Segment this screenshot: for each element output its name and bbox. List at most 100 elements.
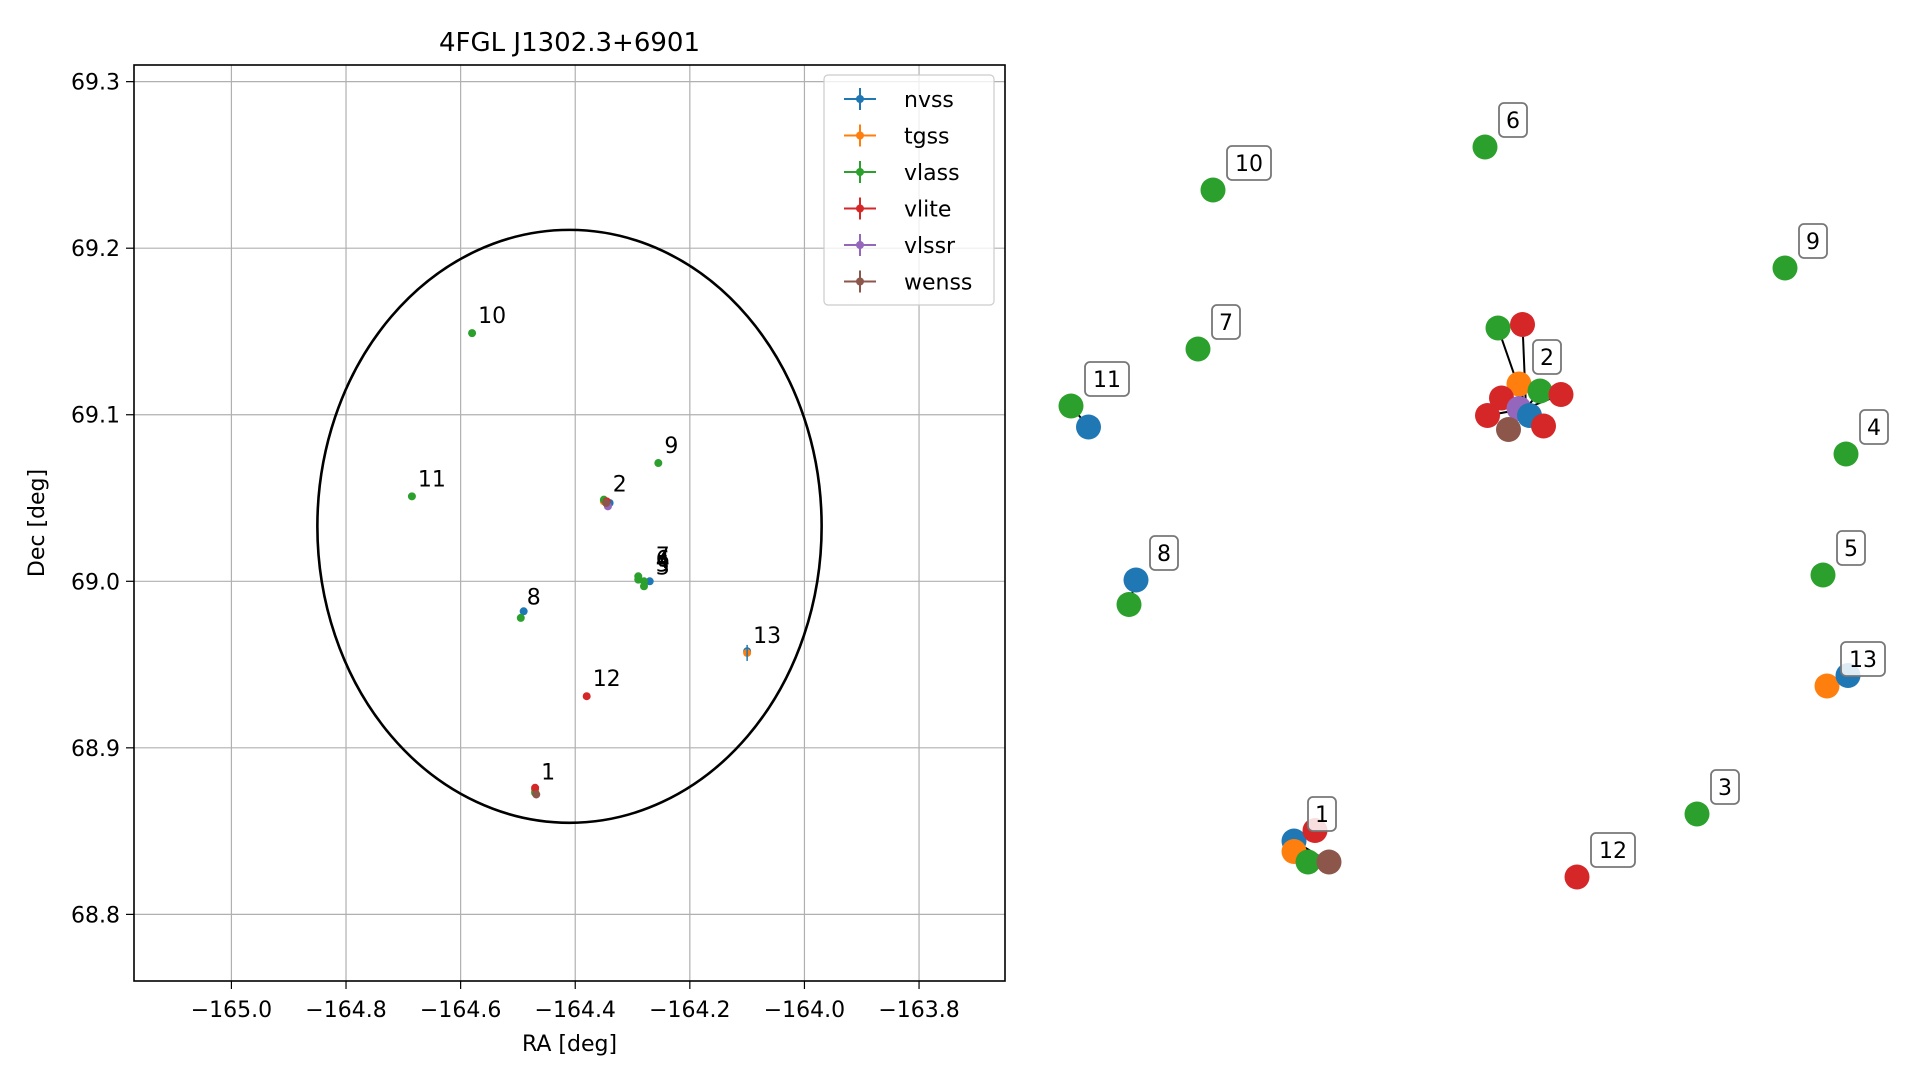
- node-vlass: [1058, 393, 1084, 419]
- point-vlite: [531, 783, 540, 792]
- y-tick-label: 69.1: [71, 404, 120, 429]
- node-vlass: [1772, 255, 1798, 281]
- legend: nvss tgss vlass vlite vlssr wenss: [823, 74, 995, 306]
- y-tick-label: 68.8: [71, 903, 120, 928]
- source-label: 11: [418, 467, 446, 492]
- cluster-13: 13: [1814, 641, 1886, 699]
- y-tick-label: 69.2: [71, 237, 120, 262]
- localization-ellipse: [316, 228, 823, 825]
- legend-label: tgss: [904, 125, 950, 150]
- legend-item-wenss: wenss: [844, 270, 972, 296]
- node-vlite: [1531, 413, 1556, 439]
- cluster-label: 3: [1718, 776, 1732, 801]
- point-wenss: [532, 790, 541, 799]
- cluster-label: 6: [1506, 109, 1520, 134]
- source-label: 12: [593, 667, 621, 692]
- source-label: 10: [478, 304, 506, 329]
- node-vlass: [1185, 336, 1211, 362]
- legend-box: [823, 74, 995, 306]
- node-tgss: [1506, 371, 1532, 397]
- point-vlass: [407, 492, 416, 501]
- cluster-6: 6: [1472, 102, 1528, 160]
- cluster-label-box: [1498, 102, 1528, 138]
- node-vlass: [1833, 441, 1859, 467]
- cluster-label-box: [1590, 832, 1636, 868]
- point-vlass: [468, 329, 477, 338]
- cluster-label-box: [1307, 796, 1337, 832]
- cluster-label: 2: [1540, 346, 1554, 371]
- legend-marker: [856, 241, 864, 249]
- legend-label: vlite: [904, 198, 951, 223]
- source-label: 3: [656, 556, 670, 581]
- cluster-label-box: [1084, 361, 1130, 397]
- cluster-12: 12: [1564, 832, 1636, 890]
- x-tick-label: −164.2: [649, 998, 730, 1023]
- legend-marker: [856, 131, 864, 140]
- legend-item-tgss: tgss: [844, 124, 950, 150]
- legend-marker: [856, 277, 864, 286]
- data-points: [407, 329, 752, 799]
- node-vlass: [1295, 849, 1321, 875]
- source-label: 1: [541, 760, 555, 785]
- x-tick-label: −164.0: [764, 998, 845, 1023]
- cluster-7: 7: [1185, 304, 1241, 362]
- point-vlass: [516, 613, 525, 622]
- source-label: 9: [664, 434, 678, 459]
- cluster-label: 5: [1844, 537, 1858, 562]
- cluster-9: 9: [1772, 223, 1828, 281]
- x-tick-label: −163.8: [878, 998, 959, 1023]
- cluster-label: 4: [1867, 416, 1881, 441]
- node-vlass: [1200, 177, 1226, 203]
- node-vlite: [1510, 312, 1535, 337]
- point-nvss: [645, 577, 654, 586]
- cluster-label: 11: [1093, 368, 1121, 393]
- node-vlass: [1472, 134, 1498, 160]
- cluster-label: 12: [1599, 839, 1627, 864]
- cluster-2: 2: [1475, 312, 1574, 442]
- x-tick-label: −164.4: [535, 998, 616, 1023]
- node-vlite: [1475, 403, 1500, 428]
- cluster-label: 9: [1806, 230, 1820, 255]
- cluster-label-box: [1211, 304, 1241, 340]
- cluster-label-box: [1859, 409, 1889, 445]
- point-vlass: [634, 575, 643, 584]
- node-vlite: [1564, 864, 1590, 890]
- x-tick-label: −164.8: [305, 998, 386, 1023]
- node-vlass: [1116, 592, 1142, 617]
- chart-title: 4FGL J1302.3+6901: [439, 28, 700, 58]
- y-tick-label: 68.9: [71, 737, 120, 762]
- plot-frame: [133, 64, 1006, 982]
- point-nvss: [519, 607, 528, 616]
- source-label: 8: [527, 586, 541, 611]
- cluster-1: 1: [1281, 796, 1342, 875]
- node-wenss: [1496, 417, 1521, 442]
- source-label: 6: [656, 547, 670, 572]
- source-label: 2: [613, 472, 627, 497]
- node-nvss: [1076, 414, 1101, 440]
- legend-label: nvss: [904, 88, 954, 113]
- cluster-5: 5: [1810, 530, 1866, 588]
- legend-marker: [856, 168, 864, 176]
- source-label: 13: [753, 624, 781, 649]
- node-vlass: [1485, 315, 1511, 341]
- legend-item-vlass: vlass: [844, 161, 960, 186]
- cluster-3: 3: [1684, 769, 1740, 827]
- y-axis-ticks: 68.8 68.9 69.0 69.1 69.2 69.3: [71, 71, 134, 928]
- cluster-label-box: [1532, 339, 1562, 375]
- cluster-8: 8: [1116, 535, 1179, 617]
- x-tick-label: −164.6: [420, 998, 501, 1023]
- cluster-label: 7: [1219, 311, 1233, 336]
- legend-item-nvss: nvss: [844, 88, 954, 113]
- cluster-11: 11: [1058, 361, 1130, 440]
- legend-label: vlass: [904, 161, 960, 186]
- node-wenss: [1316, 849, 1342, 875]
- y-axis-label: Dec [deg]: [25, 469, 50, 577]
- error-ellipse: [316, 228, 823, 825]
- legend-item-vlite: vlite: [844, 197, 951, 223]
- node-vlass: [1810, 562, 1836, 588]
